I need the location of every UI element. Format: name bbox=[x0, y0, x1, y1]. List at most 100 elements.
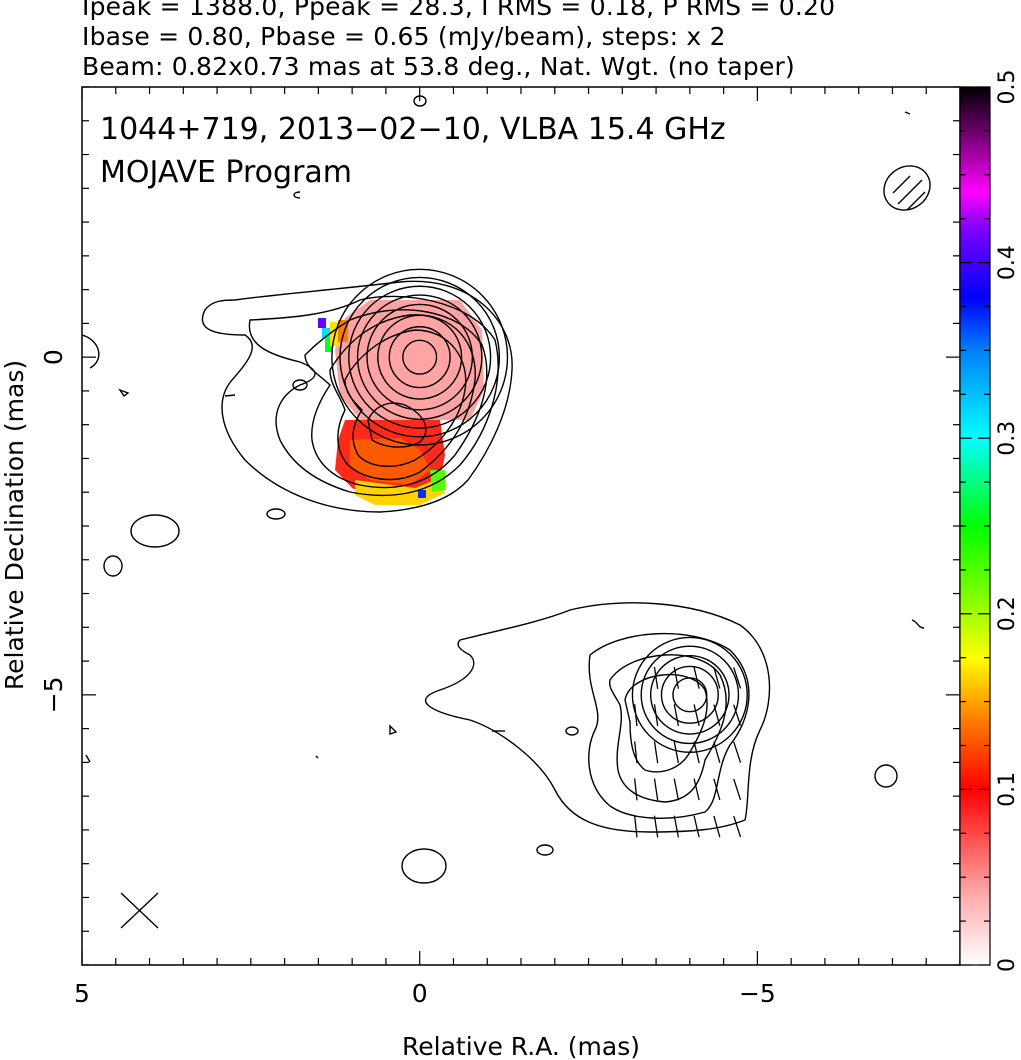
evpa-vector bbox=[673, 815, 680, 838]
y-axis-label: Relative Declination (mas) bbox=[0, 360, 29, 690]
evpa-vector bbox=[673, 667, 680, 689]
blob-contour bbox=[130, 514, 180, 548]
core-ring-contour bbox=[339, 276, 501, 438]
blob-contour bbox=[292, 379, 308, 391]
evpa-vector bbox=[733, 778, 742, 801]
colorbar-tick-label: 0.2 bbox=[995, 596, 1020, 631]
beam-ellipse bbox=[883, 165, 931, 211]
header-line-1: Ipeak = 1388.0, Ppeak = 28.3, I RMS = 0.… bbox=[82, 0, 836, 21]
x-tick-label: 0 bbox=[412, 979, 428, 1008]
axis-tick-labels: 5 0 −5 0 −5 bbox=[39, 349, 776, 1008]
evpa-vector bbox=[634, 815, 638, 838]
core-ring-contour bbox=[356, 294, 483, 420]
pixels-south-yellow bbox=[355, 478, 445, 505]
blob-contour bbox=[536, 844, 554, 856]
evpa-vector bbox=[713, 667, 721, 689]
jet-ring-contour bbox=[640, 645, 740, 745]
evpa-vector bbox=[653, 666, 659, 689]
x-axis-label: Relative R.A. (mas) bbox=[402, 1032, 640, 1060]
evpa-vector bbox=[713, 741, 721, 764]
blob-contour bbox=[85, 754, 91, 763]
contour-outer-core bbox=[201, 280, 513, 513]
evpa-vector bbox=[713, 704, 721, 726]
blob-contour bbox=[293, 191, 301, 199]
evpa-vector bbox=[693, 667, 700, 689]
evpa-vector bbox=[653, 778, 659, 801]
evpa-vector bbox=[693, 778, 700, 801]
blob-contour bbox=[874, 764, 898, 788]
evpa-vector bbox=[673, 778, 680, 801]
evpa-vector bbox=[733, 741, 742, 763]
evpa-vector bbox=[733, 667, 742, 689]
evpa-vector bbox=[673, 741, 680, 764]
jet-ring-contour bbox=[631, 636, 748, 753]
evpa-vector bbox=[713, 815, 721, 838]
blob-contour bbox=[266, 508, 286, 520]
evpa-vector bbox=[634, 704, 638, 727]
colorbar-tick-labels: 0 0.1 0.2 0.3 0.4 0.5 bbox=[995, 70, 1020, 973]
contour-jet-3 bbox=[608, 654, 727, 803]
pixel-edge-orange bbox=[338, 320, 348, 342]
jet-ring-contour bbox=[660, 665, 719, 724]
header-line-2: Ibase = 0.80, Pbase = 0.65 (mJy/beam), s… bbox=[82, 22, 726, 51]
evpa-vector bbox=[634, 741, 638, 764]
plot-frame bbox=[81, 86, 961, 966]
core-ring-contour bbox=[366, 303, 474, 411]
evpa-vector bbox=[634, 778, 638, 801]
colorbar-tick-label: 0.3 bbox=[995, 421, 1020, 456]
evpa-vector bbox=[733, 815, 742, 838]
core-envelope-contours bbox=[201, 280, 513, 513]
core-ring-contour bbox=[348, 285, 492, 429]
pixels-south-green bbox=[430, 470, 446, 492]
blob-contour bbox=[911, 619, 925, 629]
evpa-vector bbox=[713, 778, 721, 801]
y-tick-label: 0 bbox=[39, 349, 68, 365]
colorbar-tick-label: 0 bbox=[995, 958, 1020, 972]
blob-contour bbox=[118, 388, 130, 398]
blob-contour bbox=[389, 724, 398, 735]
core-ring-contour bbox=[388, 326, 451, 389]
core-ring-contour bbox=[377, 314, 463, 400]
pixel-edge-green bbox=[325, 338, 333, 352]
chart-subtitle: MOJAVE Program bbox=[100, 155, 352, 190]
blob-contour bbox=[565, 726, 579, 736]
jet-ring-contour bbox=[672, 677, 708, 713]
core-ring-contours bbox=[331, 268, 509, 446]
evpa-vector bbox=[693, 741, 700, 764]
core-ring-contour bbox=[402, 339, 438, 375]
colorbar-ticks bbox=[960, 86, 990, 966]
core-ring-contour bbox=[331, 268, 509, 446]
evpa-vector bbox=[653, 741, 659, 764]
pixels-south-orange bbox=[350, 438, 430, 485]
pixel-edge-cyan bbox=[322, 328, 330, 338]
pixel-edge-purple bbox=[318, 318, 326, 328]
x-tick-label: −5 bbox=[739, 979, 776, 1008]
contour-jet-outer bbox=[424, 602, 771, 833]
blob-contour bbox=[82, 334, 100, 369]
colorbar-tick-label: 0.1 bbox=[995, 772, 1020, 807]
blob-contour bbox=[904, 111, 911, 115]
blob-contour bbox=[315, 755, 319, 759]
y-tick-label: −5 bbox=[39, 676, 68, 713]
jet-ring-contours bbox=[631, 636, 748, 753]
isolated-contours bbox=[82, 95, 925, 884]
contour-core-4 bbox=[329, 314, 476, 481]
evpa-vector bbox=[653, 704, 659, 727]
polarization-pixels bbox=[318, 300, 484, 505]
evpa-vector bbox=[693, 704, 700, 726]
contour-core-3 bbox=[304, 309, 488, 489]
blob-contour bbox=[103, 555, 123, 577]
colorbar-tick-label: 0.5 bbox=[995, 70, 1020, 105]
jet-ring-contour bbox=[649, 654, 730, 735]
evpa-vector bbox=[673, 704, 680, 727]
evpa-vectors bbox=[634, 666, 742, 838]
contour-core-2 bbox=[248, 295, 499, 497]
evpa-vector bbox=[733, 704, 742, 726]
cross-marker bbox=[120, 892, 159, 929]
header-line-3: Beam: 0.82x0.73 mas at 53.8 deg., Nat. W… bbox=[82, 52, 795, 81]
evpa-vector bbox=[693, 815, 700, 838]
colorbar-tick-label: 0.4 bbox=[995, 245, 1020, 280]
chart-title: 1044+719, 2013−02−10, VLBA 15.4 GHz bbox=[100, 112, 726, 147]
blob-contour bbox=[401, 848, 447, 884]
